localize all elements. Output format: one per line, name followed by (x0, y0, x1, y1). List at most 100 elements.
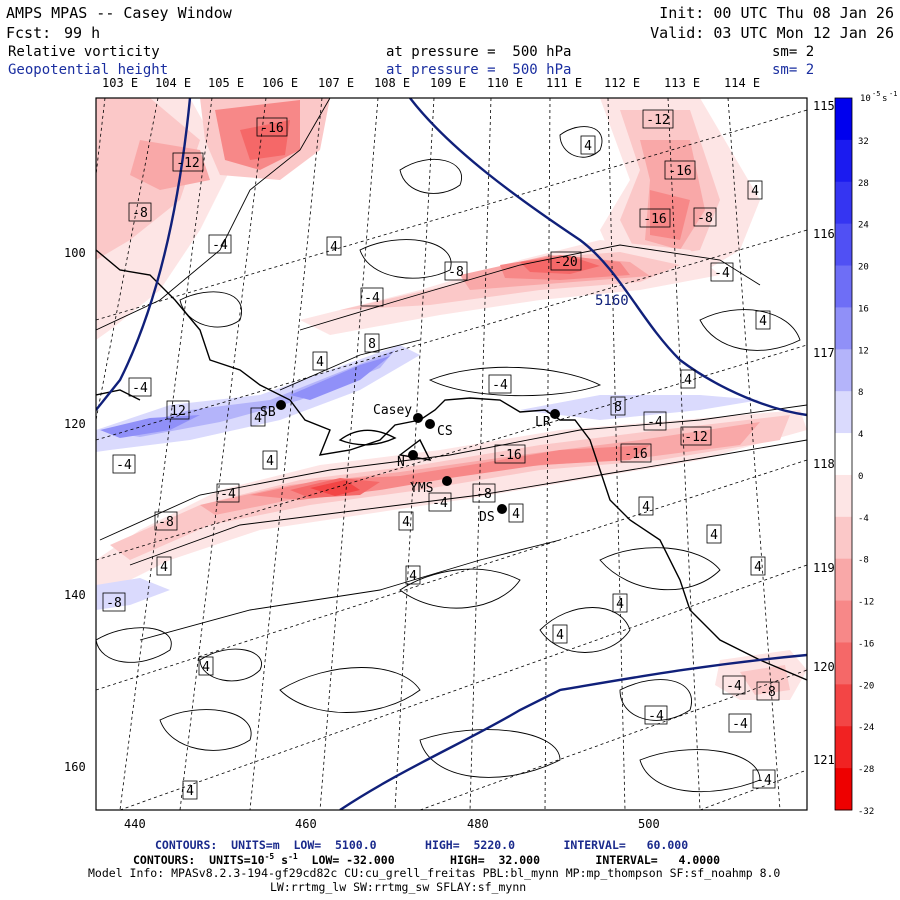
x-tick-label: 440 (124, 817, 146, 831)
footer-line2-a: CONTOURS: UNITS=10 (133, 852, 265, 867)
contour-label-box (216, 483, 240, 503)
contour-label: -12 (176, 156, 199, 171)
contour-label-box (550, 251, 582, 271)
station-label-casey: Casey (373, 403, 412, 418)
contour-label-box (722, 675, 746, 695)
lon-label-top: 104 E (155, 76, 192, 90)
contour-label: -8 (132, 206, 148, 221)
contour-label: 4 (330, 240, 338, 255)
colorbar-swatch (835, 433, 852, 476)
field2-level: at pressure = 500 hPa (386, 62, 572, 78)
colorbar-frame (834, 97, 853, 811)
footer-line2-c: LOW= -32.000 HIGH= 32.000 INTERVAL= 4.00… (297, 852, 721, 867)
contour-label-box (644, 705, 668, 725)
contour-label: 4 (316, 355, 324, 370)
colorbar-swatch (835, 139, 852, 183)
contour-label: 4 (409, 569, 417, 584)
colorbar-label: -24 (858, 723, 874, 733)
contour-label-box (128, 377, 152, 397)
contour-label-box (262, 450, 278, 470)
contour-label-box (638, 496, 654, 516)
contour-label-box (643, 411, 667, 431)
contour-label-box (752, 769, 776, 789)
station-label-sb: SB (260, 405, 276, 420)
colorbar-swatch (835, 349, 852, 392)
colorbar-unit-suffix: s (882, 94, 887, 104)
contour-label: -4 (364, 291, 380, 306)
y-tick-label: 140 (64, 588, 86, 602)
contour-label: -4 (220, 487, 236, 502)
init-time: Init: 00 UTC Thu 08 Jan 26 (659, 4, 894, 22)
colorbar-unit: 10 (860, 94, 871, 104)
lon-label-top: 111 E (546, 76, 583, 90)
contour-labels: -16 -12 -8 -4 4 -12 4 -16 4 -16 -8 -8 -20 -4 -4 4 8 4 -4 -4… (102, 109, 780, 800)
lon-label-top: 113 E (664, 76, 701, 90)
footer-height-contours: CONTOURS: UNITS=m LOW= 5100.0 HIGH= 5220… (155, 838, 689, 852)
x-tick-label: 480 (467, 817, 489, 831)
lon-label-top: 109 E (430, 76, 467, 90)
contour-label-box (364, 333, 380, 353)
colorbar-label: 4 (858, 430, 863, 440)
colorbar-label: 20 (858, 263, 869, 273)
contour-label: 4 (616, 597, 624, 612)
field1-level: at pressure = 500 hPa (386, 44, 572, 60)
lon-label-top: 108 E (374, 76, 411, 90)
contour-label: -8 (697, 211, 713, 226)
contour-label: -8 (158, 515, 174, 530)
colorbar-label: 8 (858, 388, 863, 398)
contour-label-box (472, 483, 496, 503)
colorbar-label: 28 (858, 179, 869, 189)
contour-label: 4 (186, 784, 194, 799)
colorbar-label: -28 (858, 765, 874, 775)
contour-label-box (360, 287, 384, 307)
colorbar-unit-suffix-exp: -1 (889, 90, 897, 98)
contour-label: -12 (684, 430, 707, 445)
contour-label-box (706, 524, 722, 544)
colorbar-label: 24 (858, 221, 869, 231)
contour-label: -16 (668, 164, 691, 179)
field1-name: Relative vorticity (8, 44, 160, 60)
colorbar-swatch (835, 726, 852, 769)
contour-label: 4 (751, 184, 759, 199)
contour-label: 4 (684, 373, 692, 388)
contour-label-box (488, 374, 512, 394)
contour-label-box (312, 351, 328, 371)
colorbar-swatch (835, 474, 852, 518)
contour-label-box (680, 369, 696, 389)
colorbar-swatch (835, 223, 852, 267)
y-tick-label: 120 (64, 417, 86, 431)
contour-label-box (580, 135, 596, 155)
plot-frame (95, 97, 808, 811)
colorbar-swatch (835, 98, 852, 141)
contour-label: -8 (448, 265, 464, 280)
footer-line2-exp2: -1 (288, 852, 298, 861)
footer-line2-b: s (274, 852, 289, 867)
station-dot-ds (497, 504, 507, 514)
colorbar-label: 0 (858, 472, 863, 482)
contour-label: -16 (498, 448, 521, 463)
contour-label: -4 (116, 458, 132, 473)
contour-label: 4 (202, 660, 210, 675)
height-contours (96, 98, 807, 810)
footer-model-info: Model Info: MPASv8.2.3-194-gf29cd82c CU:… (88, 866, 781, 880)
colorbar-swatch (835, 642, 852, 685)
contour-label-box (256, 117, 288, 137)
lon-label-top: 106 E (262, 76, 299, 90)
colorbar-swatch (835, 307, 852, 350)
lon-label-top: 107 E (318, 76, 355, 90)
footer-vorticity-contours: CONTOURS: UNITS=10-5 s-1 LOW= -32.000 HI… (133, 852, 720, 867)
colorbar-swatch (835, 600, 852, 643)
colorbar: 32 28 24 20 16 12 8 4 0 -4 -8 -12 -16 -20 -24 -28 -32 (834, 97, 874, 817)
station-dot-lr (550, 409, 560, 419)
contour-label: 4 (402, 515, 410, 530)
contour-label: -8 (106, 596, 122, 611)
contour-label: -8 (476, 487, 492, 502)
contour-label: -4 (714, 266, 730, 281)
contour-label: -16 (643, 212, 666, 227)
contour-label-box (610, 396, 626, 416)
station-markers (276, 400, 560, 514)
colorbar-label: -16 (858, 639, 874, 649)
contour-label: 4 (266, 454, 274, 469)
station-label-n: N (397, 455, 405, 470)
